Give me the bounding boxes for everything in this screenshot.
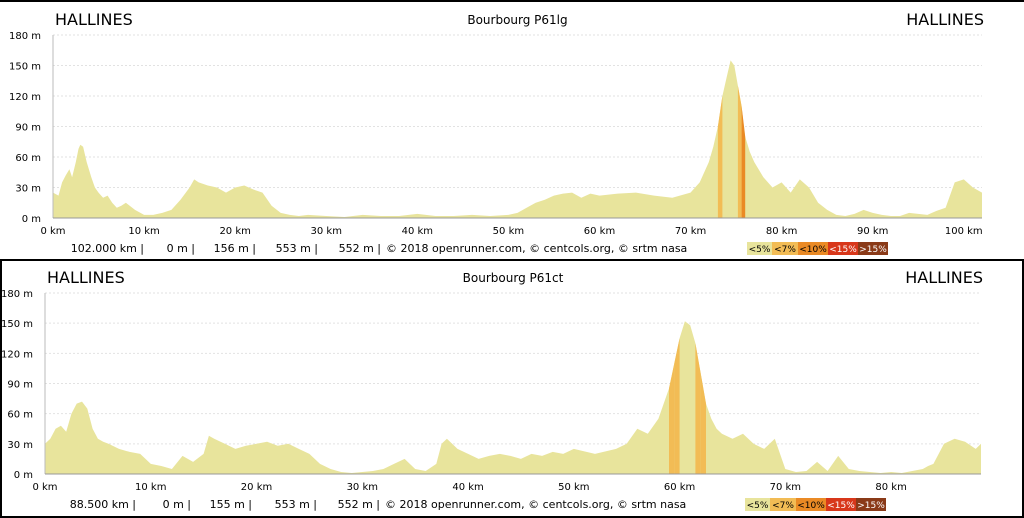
y-tick-label: 150 m bbox=[2, 319, 33, 330]
legend-swatch bbox=[826, 498, 856, 511]
legend-swatch bbox=[772, 242, 798, 255]
gradient-segment bbox=[700, 373, 706, 474]
gradient-segment bbox=[741, 106, 746, 218]
footer-distance: 102.000 km | bbox=[71, 242, 144, 255]
end-label: HALLINES bbox=[905, 268, 983, 287]
chart-title: Bourbourg P61ct bbox=[463, 271, 564, 285]
legend-label: <15% bbox=[827, 501, 855, 511]
start-label: HALLINES bbox=[55, 10, 133, 29]
elevation-chart-1: HALLINES HALLINES Bourbourg P61lg 0 m 30 m 60… bbox=[0, 0, 1024, 255]
footer-ascent: 553 m | bbox=[276, 242, 318, 255]
legend-swatch bbox=[828, 242, 858, 255]
footer-descent: 552 m | bbox=[339, 242, 381, 255]
legend-label: <7% bbox=[774, 245, 796, 255]
footer-credit: © 2018 openrunner.com, © centcols.org, ©… bbox=[386, 242, 687, 255]
legend-swatch bbox=[798, 242, 828, 255]
x-tick-label: 70 km bbox=[770, 482, 801, 493]
legend-swatch bbox=[856, 498, 886, 511]
legend-label: <5% bbox=[747, 501, 769, 511]
x-tick-label: 0 km bbox=[40, 226, 65, 237]
x-tick-label: 40 km bbox=[402, 226, 433, 237]
y-tick-label: 60 m bbox=[7, 410, 33, 421]
legend-swatch bbox=[770, 498, 796, 511]
footer-ascent: 553 m | bbox=[275, 498, 317, 511]
legend-swatch bbox=[745, 498, 770, 511]
x-tick-label: 10 km bbox=[128, 226, 159, 237]
legend-swatch bbox=[858, 242, 888, 255]
x-tick-label: 10 km bbox=[135, 482, 166, 493]
footer-max-altitude: 155 m | bbox=[210, 498, 252, 511]
x-tick-label: 70 km bbox=[675, 226, 706, 237]
elevation-area bbox=[45, 321, 981, 474]
x-tick-label: 80 km bbox=[875, 482, 906, 493]
y-tick-label: 0 m bbox=[22, 214, 41, 225]
legend-label: <7% bbox=[772, 501, 794, 511]
elevation-area bbox=[53, 60, 982, 219]
y-tick-label: 120 m bbox=[9, 92, 41, 103]
legend-label: <10% bbox=[799, 245, 827, 255]
x-tick-label: 80 km bbox=[766, 226, 797, 237]
y-tick-label: 180 m bbox=[2, 289, 33, 300]
footer-credit: © 2018 openrunner.com, © centcols.org, ©… bbox=[385, 498, 686, 511]
legend-swatch bbox=[796, 498, 826, 511]
y-tick-label: 90 m bbox=[15, 123, 41, 134]
x-tick-label: 90 km bbox=[857, 226, 888, 237]
x-tick-label: 20 km bbox=[241, 482, 272, 493]
y-tick-label: 120 m bbox=[2, 349, 33, 360]
x-tick-label: 40 km bbox=[452, 482, 483, 493]
x-tick-label: 30 km bbox=[347, 482, 378, 493]
y-tick-label: 90 m bbox=[7, 380, 33, 391]
gradient-segment bbox=[669, 363, 675, 474]
chart-title: Bourbourg P61lg bbox=[467, 13, 567, 27]
footer-descent: 552 m | bbox=[338, 498, 380, 511]
footer-distance: 88.500 km | bbox=[70, 498, 136, 511]
x-tick-label: 50 km bbox=[558, 482, 589, 493]
y-tick-label: 150 m bbox=[9, 62, 41, 73]
gradient-segment bbox=[737, 85, 742, 218]
legend-label: <5% bbox=[749, 245, 771, 255]
legend-label: <10% bbox=[797, 501, 825, 511]
x-tick-label: 60 km bbox=[584, 226, 615, 237]
footer-min-altitude: 0 m | bbox=[163, 498, 191, 511]
elevation-chart-2: HALLINES HALLINES Bourbourg P61ct 0 m 30 m 60… bbox=[0, 259, 1024, 518]
footer-max-altitude: 156 m | bbox=[214, 242, 256, 255]
x-tick-label: 60 km bbox=[664, 482, 695, 493]
y-tick-label: 60 m bbox=[15, 153, 41, 164]
x-tick-label: 30 km bbox=[311, 226, 342, 237]
x-tick-label: 20 km bbox=[219, 226, 250, 237]
elevation-chart-1-svg: HALLINES HALLINES Bourbourg P61lg 0 m 30 m 60… bbox=[9, 10, 984, 255]
y-tick-label: 30 m bbox=[7, 440, 33, 451]
gradient-segment bbox=[695, 343, 701, 474]
legend-label: <15% bbox=[829, 245, 857, 255]
legend-swatch bbox=[747, 242, 772, 255]
x-tick-label: 100 km bbox=[945, 226, 983, 237]
elevation-chart-2-svg: HALLINES HALLINES Bourbourg P61ct 0 m 30 m 60… bbox=[2, 268, 983, 511]
x-tick-label: 0 km bbox=[32, 482, 57, 493]
footer-min-altitude: 0 m | bbox=[167, 242, 195, 255]
y-tick-label: 30 m bbox=[15, 184, 41, 195]
y-tick-label: 0 m bbox=[14, 470, 33, 481]
y-tick-label: 180 m bbox=[9, 31, 41, 42]
x-tick-label: 50 km bbox=[493, 226, 524, 237]
end-label: HALLINES bbox=[906, 10, 984, 29]
legend-label: >15% bbox=[859, 245, 887, 255]
start-label: HALLINES bbox=[47, 268, 125, 287]
legend-label: >15% bbox=[857, 501, 885, 511]
gradient-segment bbox=[717, 96, 723, 218]
gradient-segment bbox=[674, 338, 680, 474]
